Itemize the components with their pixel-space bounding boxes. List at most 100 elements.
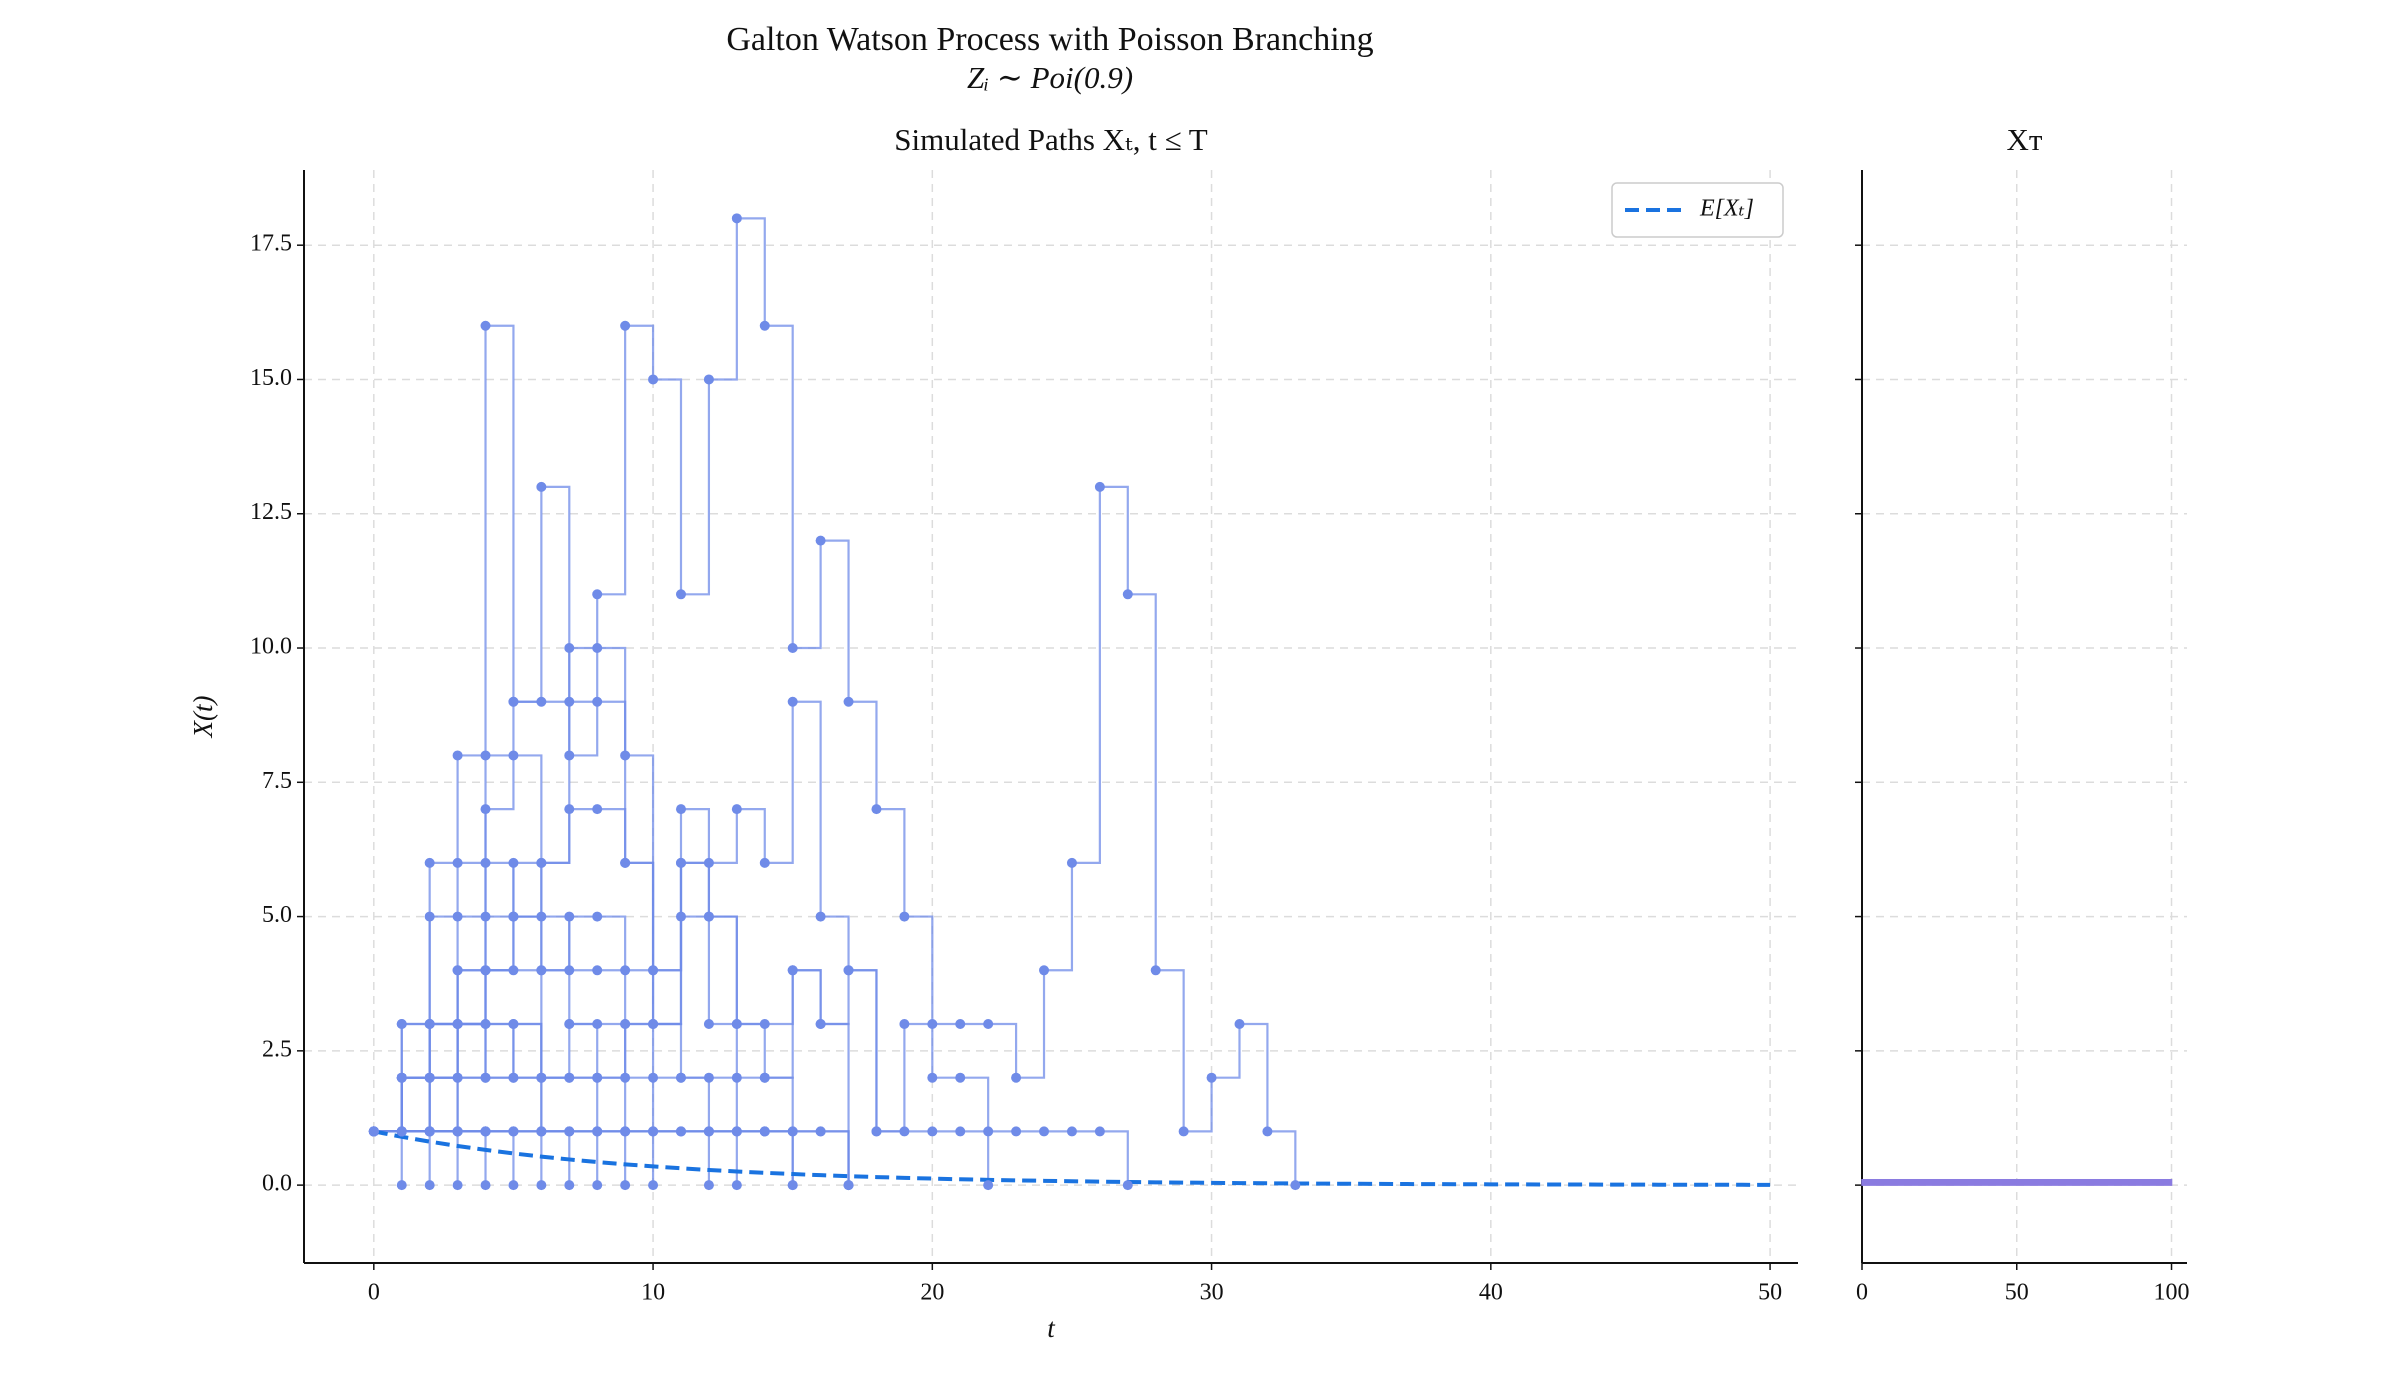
x-axis-label: t xyxy=(1047,1313,1056,1343)
path-point xyxy=(452,911,463,922)
path-point xyxy=(508,1126,519,1137)
path-point xyxy=(620,1180,631,1191)
path-point xyxy=(592,589,603,600)
path-point xyxy=(508,1018,519,1029)
path-point xyxy=(508,696,519,707)
path-point xyxy=(1122,1180,1133,1191)
subplot-title: Simulated Paths Xₜ, t ≤ T xyxy=(894,122,1207,157)
path-point xyxy=(452,1126,463,1137)
x-tick-label: 20 xyxy=(920,1280,944,1306)
path-point xyxy=(508,911,519,922)
path-point xyxy=(675,589,686,600)
path-point xyxy=(675,1126,686,1137)
x-tick-label: 0 xyxy=(1856,1280,1868,1306)
x-tick-label: 50 xyxy=(1758,1280,1782,1306)
path-point xyxy=(1206,1072,1217,1083)
path-point xyxy=(731,804,742,815)
path-point xyxy=(424,911,435,922)
path-point xyxy=(592,1180,603,1191)
path-point xyxy=(1039,1126,1050,1137)
y-tick-label: 7.5 xyxy=(262,768,292,794)
path-point xyxy=(620,1126,631,1137)
path-point xyxy=(592,643,603,654)
path-point xyxy=(703,1072,714,1083)
path-point xyxy=(592,911,603,922)
path-point xyxy=(396,1180,407,1191)
path-point xyxy=(564,804,575,815)
path-point xyxy=(564,1072,575,1083)
x-tick-label: 0 xyxy=(368,1280,380,1306)
path-point xyxy=(703,857,714,868)
path-point xyxy=(424,1126,435,1137)
path-point xyxy=(787,643,798,654)
path-point xyxy=(452,857,463,868)
path-point xyxy=(536,1072,547,1083)
path-point xyxy=(620,320,631,331)
path-point xyxy=(536,481,547,492)
path-point xyxy=(675,804,686,815)
path-point xyxy=(955,1072,966,1083)
path-point xyxy=(815,911,826,922)
path-point xyxy=(536,911,547,922)
path-point xyxy=(396,1018,407,1029)
path-point xyxy=(592,965,603,976)
path-point xyxy=(815,535,826,546)
path-point xyxy=(899,1018,910,1029)
x-tick-label: 10 xyxy=(641,1280,665,1306)
y-tick-label: 0.0 xyxy=(262,1171,292,1197)
path-point xyxy=(703,374,714,385)
expectation-line xyxy=(373,1129,1771,1187)
path-point xyxy=(843,696,854,707)
path-point xyxy=(983,1180,994,1191)
path-point xyxy=(424,1180,435,1191)
path-point xyxy=(592,1072,603,1083)
path-point xyxy=(759,320,770,331)
legend-box xyxy=(1611,182,1784,238)
path-point xyxy=(536,1180,547,1191)
path-point xyxy=(648,1018,659,1029)
path-point xyxy=(536,1126,547,1137)
path-point xyxy=(508,965,519,976)
x-tick-label: 100 xyxy=(2154,1280,2190,1306)
y-tick-label: 15.0 xyxy=(250,365,292,391)
path-point xyxy=(1122,589,1133,600)
path-point xyxy=(731,1180,742,1191)
path-point xyxy=(731,213,742,224)
histogram-bar xyxy=(1861,1178,2173,1186)
path-point xyxy=(424,857,435,868)
path-point xyxy=(368,1126,379,1137)
path-point xyxy=(731,1072,742,1083)
path-point xyxy=(648,1126,659,1137)
path-point xyxy=(564,1180,575,1191)
path-point xyxy=(787,965,798,976)
path-point xyxy=(564,1126,575,1137)
figure-subtitle: Zᵢ ∼ Poi(0.9) xyxy=(967,60,1133,95)
path-point xyxy=(787,1180,798,1191)
path-point xyxy=(564,643,575,654)
path-point xyxy=(927,1126,938,1137)
path-point xyxy=(759,857,770,868)
path-point xyxy=(592,1126,603,1137)
path-point xyxy=(452,1018,463,1029)
path-point xyxy=(815,1018,826,1029)
path-point xyxy=(564,911,575,922)
path-point xyxy=(508,857,519,868)
path-point xyxy=(396,1072,407,1083)
path-point xyxy=(955,1126,966,1137)
path-point xyxy=(899,1126,910,1137)
path-point xyxy=(620,857,631,868)
path-point xyxy=(675,1072,686,1083)
path-point xyxy=(731,1018,742,1029)
path-point xyxy=(452,1072,463,1083)
path-point xyxy=(731,1126,742,1137)
path-point xyxy=(480,911,491,922)
path-point xyxy=(508,1072,519,1083)
path-point xyxy=(983,1126,994,1137)
path-point xyxy=(1234,1018,1245,1029)
x-tick-label: 40 xyxy=(1479,1280,1503,1306)
path-point xyxy=(1011,1126,1022,1137)
path-point xyxy=(759,1072,770,1083)
path-point xyxy=(620,1072,631,1083)
path-point xyxy=(620,1018,631,1029)
